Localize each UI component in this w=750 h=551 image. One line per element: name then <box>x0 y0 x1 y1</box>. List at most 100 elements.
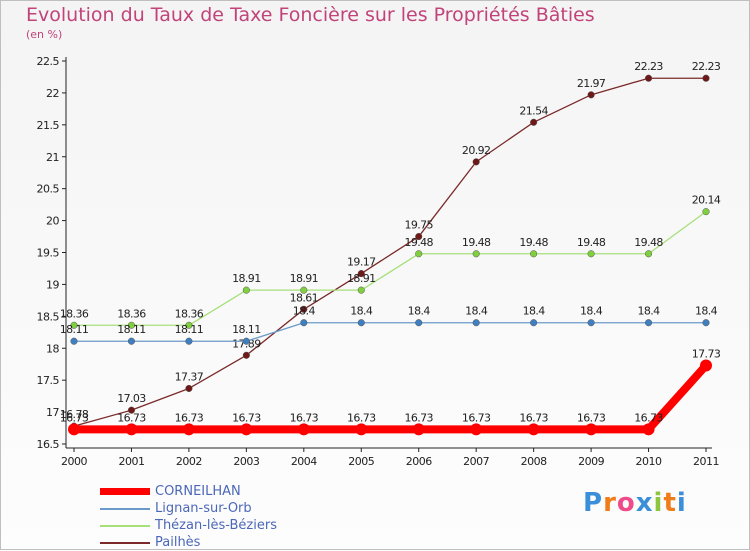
y-tick-label: 17 <box>46 406 59 419</box>
data-label: 20.14 <box>692 194 721 207</box>
data-point <box>127 337 136 345</box>
data-label: 19.48 <box>462 236 491 249</box>
data-label: 18.91 <box>347 272 376 285</box>
y-tick-label: 20 <box>46 215 59 228</box>
data-point <box>587 319 595 327</box>
data-point <box>530 118 538 126</box>
data-label: 16.73 <box>347 411 376 424</box>
data-point <box>527 423 540 436</box>
series-line-corneilhan <box>70 361 710 434</box>
data-label: 18.4 <box>350 305 373 318</box>
x-tick-label: 2002 <box>176 455 202 468</box>
data-point <box>357 270 365 278</box>
data-label: 22.23 <box>634 60 663 73</box>
data-label: 18.36 <box>175 307 204 320</box>
data-point <box>415 250 423 258</box>
x-tick-label: 2003 <box>233 455 259 468</box>
series-line-lignan-sur-orb <box>73 322 707 342</box>
logo-letter: o <box>616 488 636 518</box>
data-label: 16.73 <box>290 411 319 424</box>
data-label: 21.97 <box>577 77 606 90</box>
data-point <box>587 250 595 258</box>
legend-label: Thézan-lès-Béziers <box>155 518 277 533</box>
data-label: 16.73 <box>60 411 89 424</box>
data-label: 16.73 <box>404 411 433 424</box>
unit-label: (en %) <box>26 28 63 41</box>
legend-label: CORNEILHAN <box>155 484 241 499</box>
x-tick-label: 2004 <box>291 455 317 468</box>
x-tick-label: 2009 <box>578 455 604 468</box>
data-point <box>242 351 250 359</box>
x-tick-label: 2008 <box>521 455 547 468</box>
data-label: 19.48 <box>519 236 548 249</box>
data-point <box>300 286 308 294</box>
logo-letter: t <box>663 488 677 518</box>
y-tick-label: 16.5 <box>37 438 60 451</box>
data-point <box>300 319 308 327</box>
data-label: 18.4 <box>465 305 488 318</box>
y-tick-label: 18 <box>46 342 59 355</box>
data-point <box>644 250 653 258</box>
data-point <box>472 158 480 166</box>
legend-swatch <box>100 542 150 544</box>
data-point <box>530 250 538 258</box>
data-label: 18.4 <box>293 305 316 318</box>
data-label: 17.37 <box>175 370 204 383</box>
data-label: 18.36 <box>60 307 89 320</box>
y-tick-label: 21 <box>46 151 59 164</box>
data-label: 21.54 <box>519 104 548 117</box>
series-line-pailhès <box>73 77 707 427</box>
data-label: 18.91 <box>290 272 319 285</box>
data-label: 18.4 <box>695 305 718 318</box>
data-label: 18.4 <box>523 305 546 318</box>
y-tick-label: 19.5 <box>37 247 60 260</box>
data-point <box>702 74 710 82</box>
data-point <box>472 319 480 327</box>
data-point <box>642 423 655 436</box>
data-point <box>185 321 193 329</box>
data-label: 16.73 <box>232 411 261 424</box>
data-label: 20.92 <box>462 144 491 157</box>
data-label: 18.4 <box>637 305 660 318</box>
logo-letter: i <box>676 488 687 518</box>
data-point <box>530 319 538 327</box>
data-label: 16.78 <box>60 408 89 421</box>
data-point <box>185 337 193 345</box>
data-label: 16.73 <box>519 411 548 424</box>
y-tick-label: 19 <box>46 278 59 291</box>
data-point <box>70 337 78 345</box>
data-label: 19.48 <box>634 236 663 249</box>
data-point <box>472 250 480 258</box>
data-label: 17.03 <box>117 392 146 405</box>
data-point <box>127 406 136 414</box>
data-point <box>357 286 365 294</box>
series-line-thézan-lès-béziers <box>73 210 707 326</box>
data-point <box>702 319 710 327</box>
data-label: 16.73 <box>175 411 204 424</box>
proxiti-logo: Proxiti <box>583 488 687 518</box>
data-point <box>585 423 598 436</box>
data-point <box>644 319 653 327</box>
data-label: 18.36 <box>117 307 146 320</box>
data-point <box>415 319 423 327</box>
data-label: 18.11 <box>232 323 261 336</box>
x-tick-label: 2010 <box>636 455 662 468</box>
data-label: 18.11 <box>117 323 146 336</box>
x-tick-label: 2001 <box>118 455 144 468</box>
data-label: 19.17 <box>347 256 376 269</box>
data-label: 19.75 <box>404 219 433 232</box>
data-label: 18.91 <box>232 272 261 285</box>
x-tick-label: 2005 <box>348 455 374 468</box>
data-point <box>242 286 250 294</box>
data-point <box>182 423 195 436</box>
data-label: 16.73 <box>577 411 606 424</box>
data-point <box>587 91 595 99</box>
data-point <box>357 319 365 327</box>
data-point <box>355 423 368 436</box>
data-point <box>300 305 308 313</box>
data-point <box>702 208 710 216</box>
logo-letter: r <box>603 488 617 518</box>
x-tick-label: 2006 <box>406 455 432 468</box>
